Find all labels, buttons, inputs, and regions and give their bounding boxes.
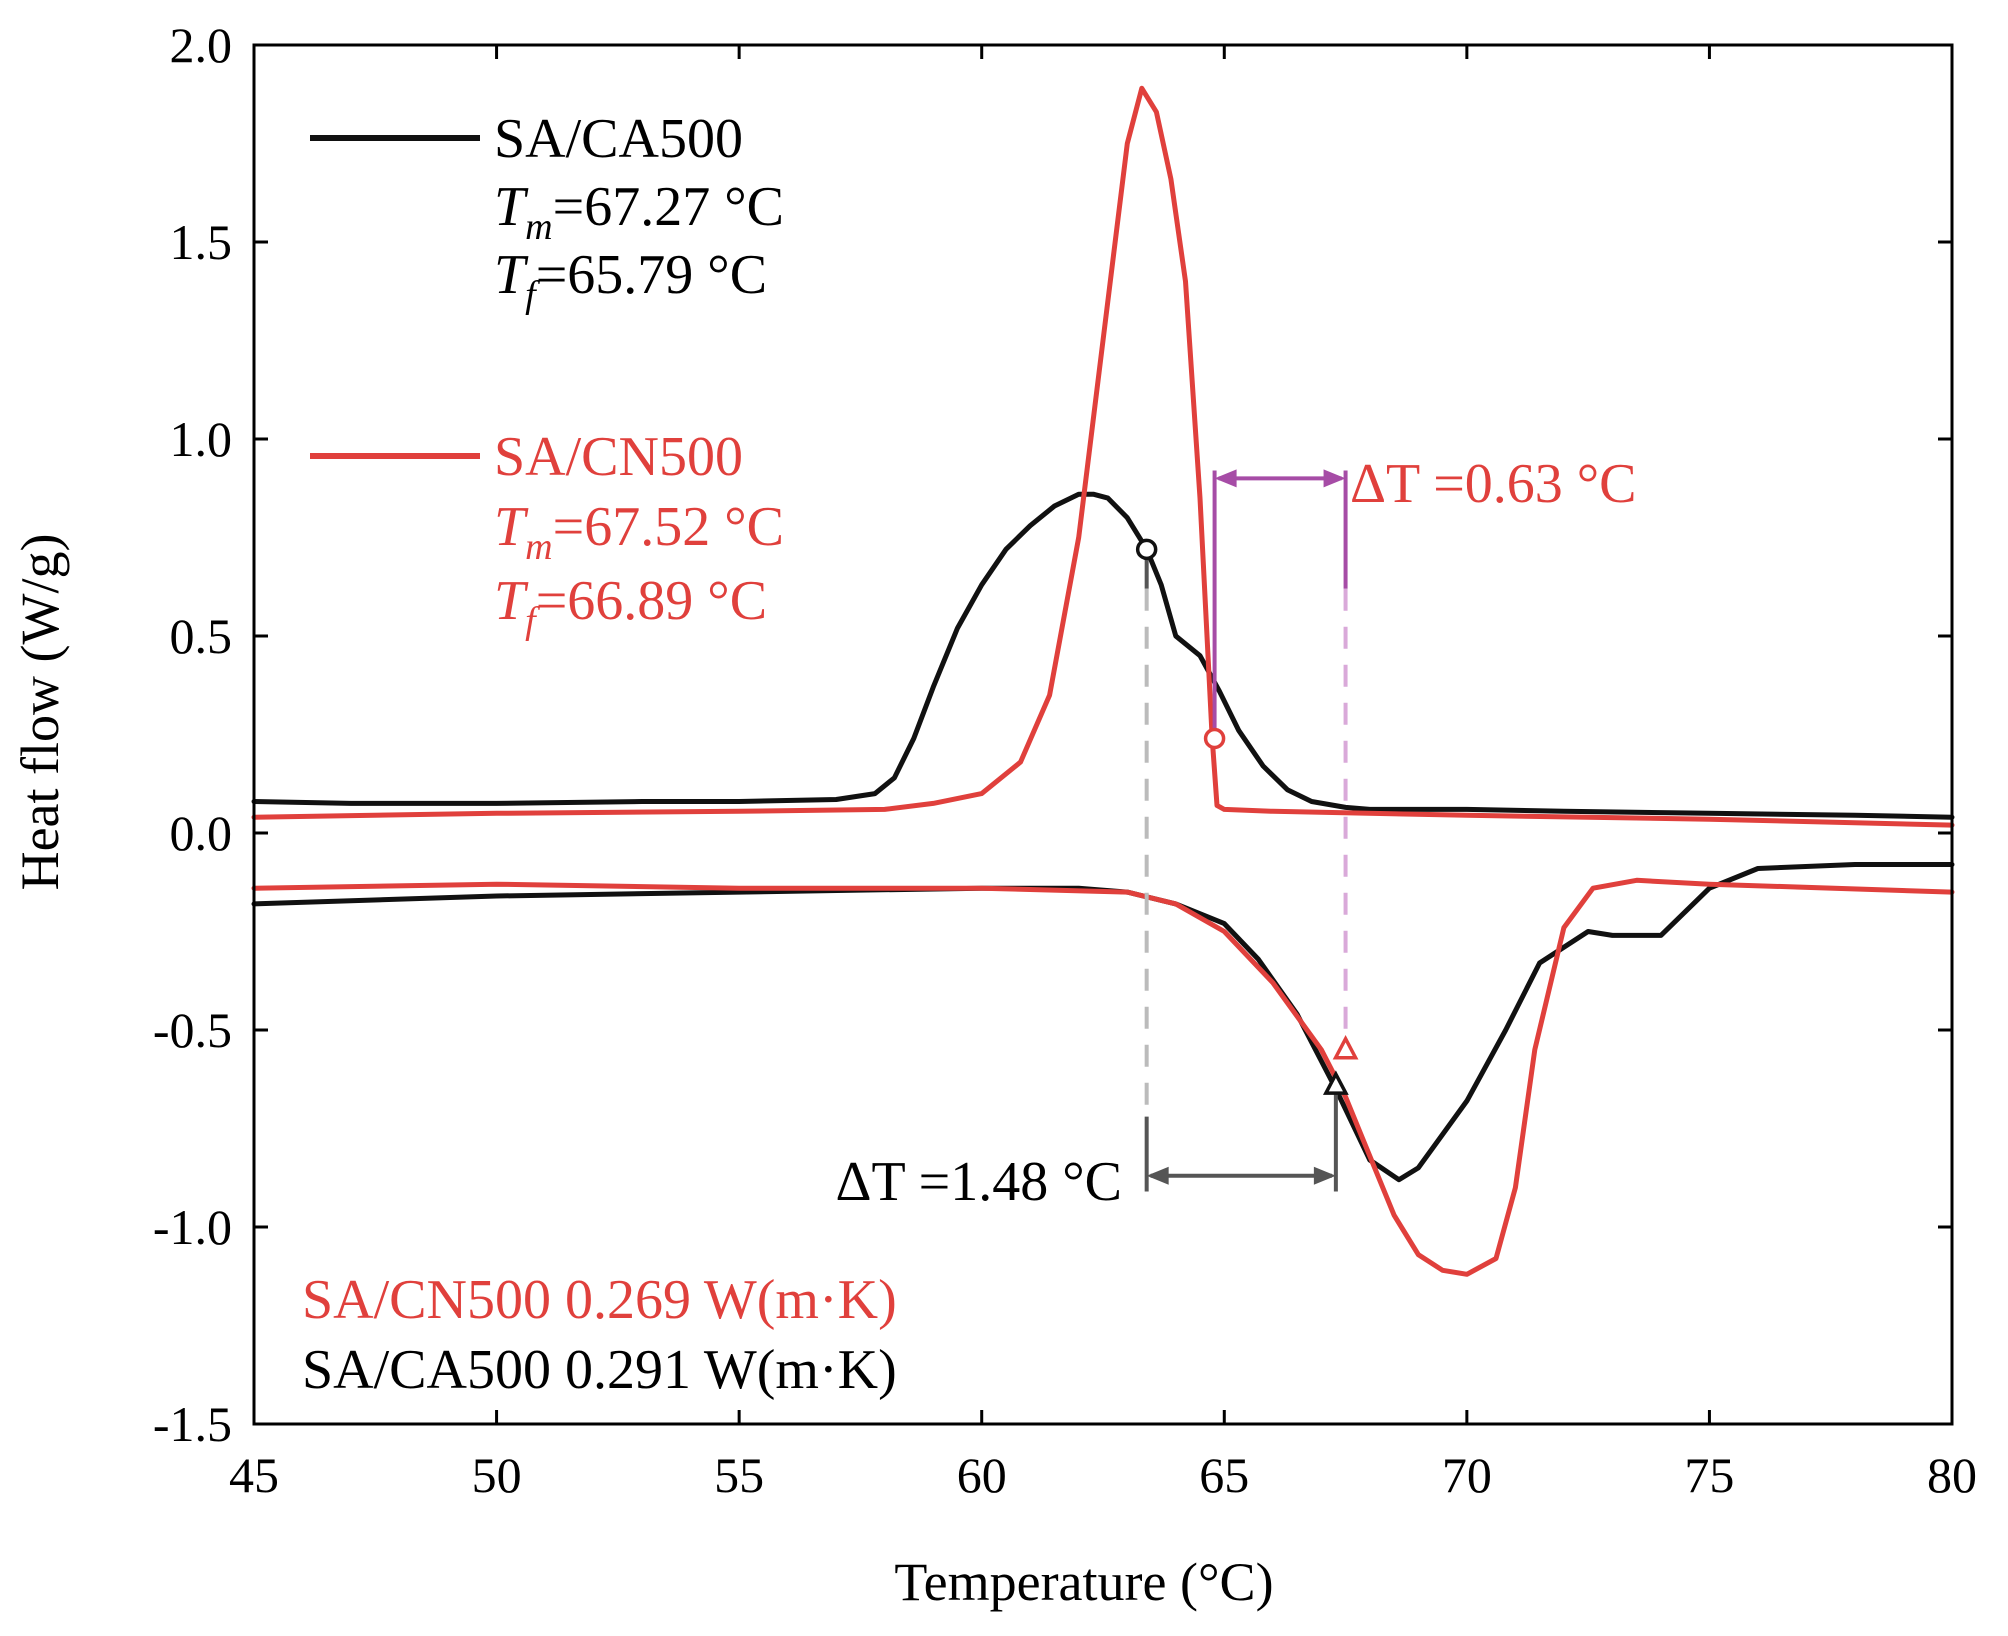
- conductivity-note-sa-ca500: SA/CA500 0.291 W(m·K): [302, 1339, 897, 1401]
- x-tick-label-65: 65: [1199, 1447, 1249, 1503]
- conductivity-note-sa-cn500: SA/CN500 0.269 W(m·K): [302, 1269, 897, 1331]
- x-tick-label-50: 50: [472, 1447, 522, 1503]
- y-tick-label--1_5: -1.5: [153, 1396, 232, 1452]
- delta-t-arrow-cn-head-right: [1323, 469, 1346, 488]
- delta-t-label-sa-ca500: ΔT =1.48 °C: [835, 1151, 1122, 1213]
- legend: SA/CA500 Tm=67.27 °C Tf=65.79 °C SA/CN50…: [310, 108, 784, 642]
- marker-triangle-sa-ca500: [1322, 1070, 1349, 1095]
- plot-area: [254, 45, 1952, 1424]
- x-tick-label-75: 75: [1684, 1447, 1734, 1503]
- data-series: [251, 85, 1955, 1277]
- x-tick-label-55: 55: [714, 1447, 764, 1503]
- delta-annotations: [1144, 469, 1348, 1192]
- y-tick-label-0_5: 0.5: [170, 608, 233, 664]
- legend-tm-sa-ca500: Tm=67.27 °C: [494, 176, 784, 248]
- plot-frame: [252, 43, 1954, 1426]
- x-tick-label-80: 80: [1927, 1447, 1977, 1503]
- data-markers: [1135, 538, 1359, 1095]
- delta-t-arrow-cn-head-left: [1214, 469, 1237, 488]
- axes: 45 50 55 60 65 70 75 80 -1.5 -1.0 -0.5 0.0 0.5 1.0 1.5…: [153, 17, 1977, 1503]
- legend-label-sa-ca500: SA/CA500: [494, 108, 743, 170]
- x-axis-title: Temperature (°C): [894, 1552, 1273, 1612]
- y-tick-label-0: 0.0: [170, 805, 233, 861]
- legend-tm-sa-cn500: Tm=67.52 °C: [494, 496, 784, 568]
- x-tick-label-45: 45: [229, 1447, 279, 1503]
- delta-t-arrow-ca: [1146, 1166, 1336, 1185]
- delta-t-arrow-ca-head-left: [1146, 1166, 1169, 1185]
- y-tick-label-1: 1.0: [170, 411, 233, 467]
- y-tick-label-2: 2.0: [170, 17, 233, 73]
- y-tick-label--0_5: -0.5: [153, 1002, 232, 1058]
- legend-label-sa-cn500: SA/CN500: [494, 426, 743, 488]
- legend-tf-sa-cn500: Tf=66.89 °C: [494, 570, 767, 642]
- series-line-sa-cn500-cooling: [251, 85, 1955, 828]
- plot-background: [254, 45, 1952, 1424]
- legend-tf-sa-ca500: Tf=65.79 °C: [494, 244, 767, 316]
- delta-t-arrow-cn: [1214, 469, 1346, 488]
- delta-t-label-sa-cn500: ΔT =0.63 °C: [1350, 453, 1637, 515]
- series-line-sa-cn500-heating: [251, 877, 1955, 1277]
- marker-circle-sa-ca500: [1135, 538, 1158, 561]
- series-line-sa-ca500-cooling: [251, 491, 1955, 820]
- x-tick-label-60: 60: [957, 1447, 1007, 1503]
- y-axis-title: Heat flow (W/g): [10, 534, 70, 891]
- delta-t-arrow-ca-head-right: [1313, 1166, 1336, 1185]
- x-tick-label-70: 70: [1442, 1447, 1492, 1503]
- marker-circle-sa-cn500: [1203, 727, 1226, 750]
- y-tick-label--1: -1.0: [153, 1199, 232, 1255]
- y-tick-label-1_5: 1.5: [170, 214, 233, 270]
- marker-triangle-sa-cn500: [1332, 1034, 1359, 1060]
